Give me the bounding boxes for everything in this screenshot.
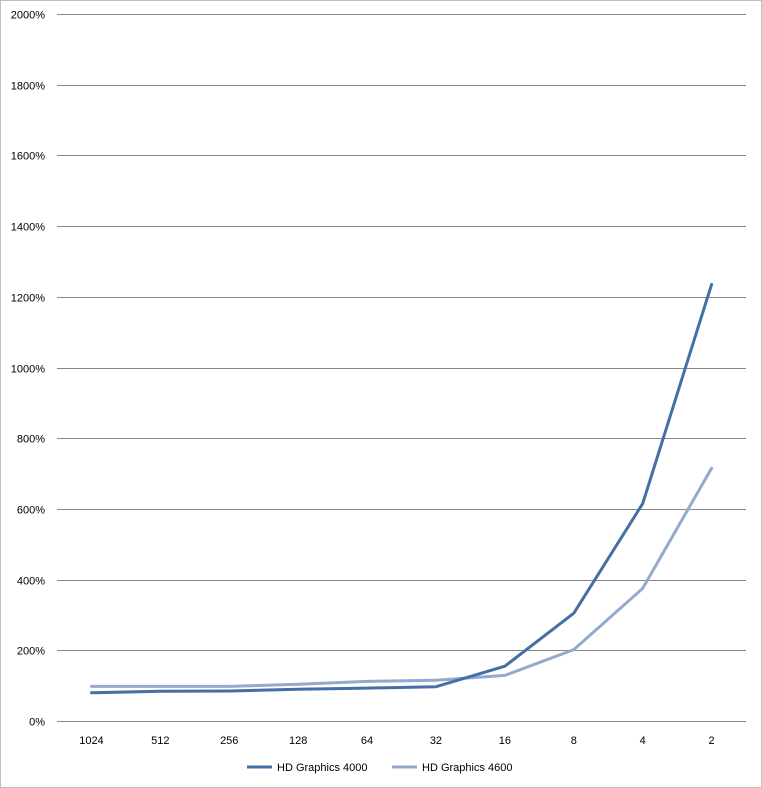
y-tick-label: 1200%	[11, 293, 45, 305]
x-tick-label: 64	[361, 735, 373, 747]
y-tick-label: 600%	[17, 505, 45, 517]
legend: HD Graphics 4000 HD Graphics 4600	[247, 762, 513, 774]
y-tick-label: 2000%	[11, 10, 45, 22]
y-tick-label: 200%	[17, 646, 45, 658]
x-tick-label: 16	[499, 735, 511, 747]
y-axis-ticks: 0% 200% 400% 600% 800% 1000% 1200% 1400% 1600% 18…	[11, 10, 45, 729]
y-tick-label: 1600%	[11, 151, 45, 163]
x-tick-label: 8	[571, 735, 577, 747]
x-tick-label: 4	[640, 735, 646, 747]
x-axis-ticks: 1024 512 256 128 64 32 16 8 4 2	[79, 735, 714, 747]
x-tick-label: 128	[289, 735, 307, 747]
y-tick-label: 1800%	[11, 81, 45, 93]
gridlines	[57, 14, 746, 722]
y-tick-label: 1000%	[11, 364, 45, 376]
y-tick-label: 400%	[17, 576, 45, 588]
x-tick-label: 1024	[79, 735, 103, 747]
y-tick-label: 0%	[29, 717, 45, 729]
legend-label: HD Graphics 4000	[277, 762, 368, 774]
series-lines	[90, 282, 714, 695]
y-tick-label: 800%	[17, 434, 45, 446]
series-line-0	[90, 282, 714, 695]
x-tick-label: 32	[430, 735, 442, 747]
y-tick-label: 1400%	[11, 222, 45, 234]
series-line-1	[90, 466, 714, 688]
x-tick-label: 2	[708, 735, 714, 747]
legend-label: HD Graphics 4600	[422, 762, 513, 774]
x-tick-label: 256	[220, 735, 238, 747]
x-tick-label: 512	[151, 735, 169, 747]
